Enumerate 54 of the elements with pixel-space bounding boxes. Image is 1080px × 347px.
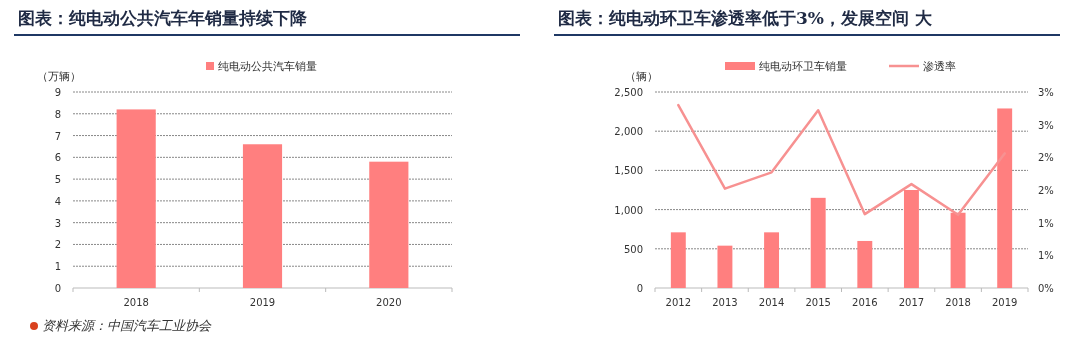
y-axis-title: （万辆） [37, 70, 81, 83]
bar [670, 232, 686, 288]
x-tick-label: 2012 [665, 297, 692, 308]
legend-label: 纯电动公共汽车销量 [218, 60, 317, 73]
y-tick-label: 6 [54, 152, 61, 164]
bar [950, 212, 966, 288]
y-tick-label: 3 [54, 217, 61, 229]
y-axis-title: （辆） [624, 70, 658, 83]
bar [717, 245, 733, 288]
y2-tick-label: 3% [1038, 87, 1054, 98]
y2-tick-label: 0% [1038, 283, 1054, 294]
y-tick-label: 0 [54, 283, 61, 294]
x-tick-label: 2014 [758, 297, 785, 308]
y-tick-label: 1,500 [614, 165, 643, 177]
bar [242, 144, 283, 288]
y-tick-label: 9 [54, 87, 61, 98]
x-tick-label: 2016 [852, 297, 878, 308]
y-tick-label: 2,500 [614, 87, 643, 98]
bar [857, 240, 873, 288]
y-tick-label: 500 [623, 243, 643, 255]
y-tick-label: 1,000 [614, 204, 643, 216]
text: 资料来源：中国汽车工业协会 [42, 318, 212, 333]
y-tick-label: 1 [54, 261, 61, 273]
bar [997, 108, 1013, 288]
y-tick-label: 5 [54, 174, 61, 186]
bar [369, 161, 409, 288]
x-tick-label: 2013 [712, 297, 738, 308]
y2-tick-label: 1% [1038, 217, 1054, 229]
y-tick-label: 2 [54, 239, 61, 251]
bar [116, 109, 156, 288]
legend-label: 渗透率 [923, 60, 956, 73]
bar [764, 232, 780, 288]
y-tick-label: 2,000 [614, 126, 643, 138]
y2-tick-label: 2% [1038, 185, 1054, 196]
x-tick-label: 2019 [249, 297, 276, 308]
y2-tick-label: 1% [1038, 250, 1054, 262]
chart-title: 图表：纯电动公共汽车年销量持续下降 [18, 8, 308, 28]
x-tick-label: 2020 [376, 297, 402, 308]
x-tick-label: 2015 [805, 297, 831, 308]
bar [810, 197, 826, 288]
y-tick-label: 0 [636, 283, 643, 294]
y-tick-label: 8 [54, 108, 61, 120]
chart-title: 图表：纯电动环卫车渗透率低于3%，发展空间 大 [558, 8, 933, 28]
y-tick-label: 7 [54, 130, 61, 142]
line-series [677, 103, 1006, 217]
bar [903, 190, 919, 288]
x-tick-label: 2018 [945, 297, 971, 308]
x-tick-label: 2018 [123, 297, 149, 308]
x-tick-label: 2017 [898, 297, 925, 308]
y2-tick-label: 2% [1038, 152, 1054, 164]
y-tick-label: 4 [54, 195, 61, 207]
y2-tick-label: 3% [1038, 119, 1054, 131]
x-tick-label: 2019 [991, 297, 1018, 308]
legend-label: 纯电动环卫车销量 [759, 60, 847, 73]
